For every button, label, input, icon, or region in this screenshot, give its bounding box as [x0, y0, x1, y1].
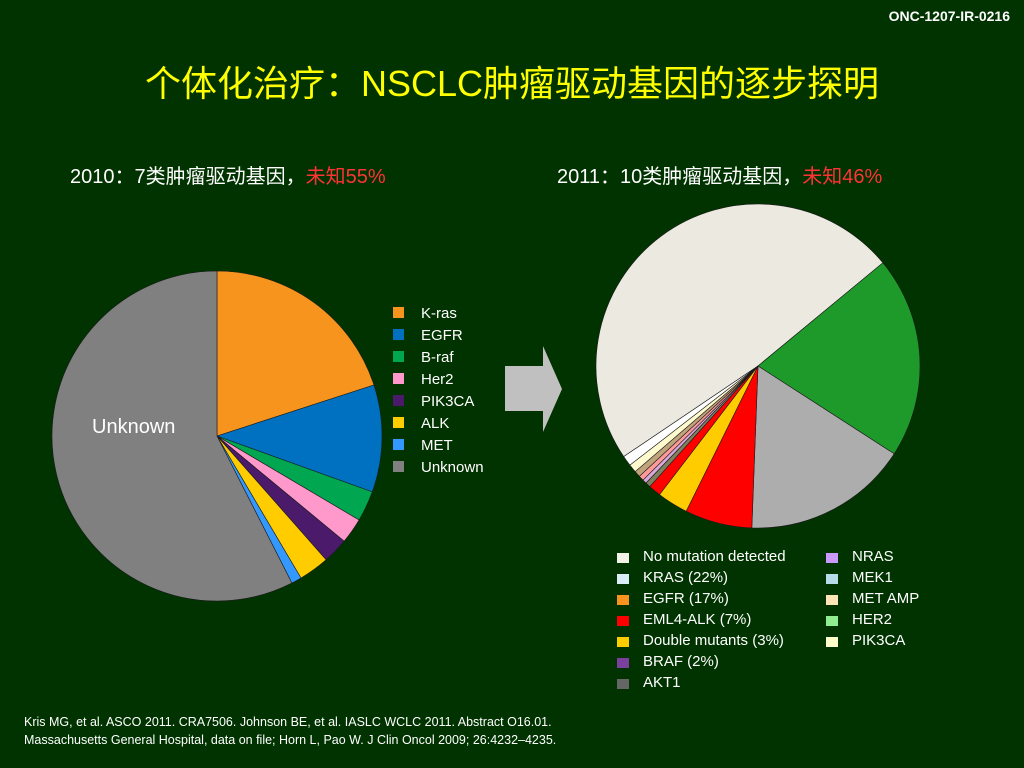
legend-swatch	[617, 595, 629, 605]
footnote-line-2: Massachusetts General Hospital, data on …	[24, 733, 557, 747]
legend-label: BRAF (2%)	[643, 653, 719, 670]
pie-slice-no-mutation-detected	[595, 203, 884, 458]
legend-label: EML4-ALK (7%)	[643, 611, 752, 628]
legend-label: B-raf	[421, 349, 454, 366]
legend-swatch	[826, 616, 838, 626]
legend-swatch	[393, 329, 404, 340]
legend-label: MEK1	[852, 569, 893, 586]
legend-label: K-ras	[421, 305, 457, 322]
left-subtitle-text: 2010：7类肿瘤驱动基因，	[70, 166, 306, 188]
legend-label: EGFR	[421, 327, 463, 344]
legend-label: MET	[421, 437, 453, 454]
legend-label: No mutation detected	[643, 548, 786, 565]
legend-swatch	[393, 395, 404, 406]
legend-swatch	[617, 574, 629, 584]
pie-slice-egfr	[216, 384, 383, 493]
pie-slice-unknown	[51, 270, 293, 602]
pie-chart-2010	[51, 270, 383, 602]
legend-label: MET AMP	[852, 590, 920, 607]
legend-label: KRAS (22%)	[643, 569, 729, 586]
unknown-slice-label: Unknown	[92, 416, 176, 438]
footnote: Kris MG, et al. ASCO 2011. CRA7506. John…	[24, 713, 556, 749]
legend-label: PIK3CA	[421, 393, 475, 410]
legend-label: PIK3CA	[852, 632, 906, 649]
legend-label: NRAS	[852, 548, 894, 565]
legend-swatch	[393, 417, 404, 428]
legend-swatch	[393, 307, 404, 318]
slide-title: 个体化治疗：NSCLC肿瘤驱动基因的逐步探明	[144, 63, 880, 104]
right-subtitle-highlight: 未知46%	[802, 166, 883, 188]
slide-code: ONC-1207-IR-0216	[888, 8, 1010, 24]
legend-swatch	[393, 351, 404, 362]
right-subtitle-text: 2011：10类肿瘤驱动基因，	[557, 166, 803, 188]
legend-label: EGFR (17%)	[643, 590, 729, 607]
pie-chart-2011	[595, 203, 921, 529]
footnote-line-1: Kris MG, et al. ASCO 2011. CRA7506. John…	[24, 715, 552, 729]
legend-swatch	[826, 595, 838, 605]
arrow-icon	[505, 346, 562, 432]
legend-label: Unknown	[421, 459, 484, 476]
legend-swatch	[393, 439, 404, 450]
pie-slice-kras-22	[757, 262, 921, 455]
pie-slice-pik3ca	[623, 365, 759, 466]
legend-swatch	[617, 553, 629, 563]
pie-slice-k-ras	[216, 270, 375, 437]
legend-label: Her2	[421, 371, 454, 388]
legend-label: HER2	[852, 611, 893, 628]
right-chart-subtitle: 2011：10类肿瘤驱动基因，未知46%	[557, 160, 882, 189]
legend-swatch	[826, 574, 838, 584]
left-subtitle-highlight: 未知55%	[305, 166, 386, 188]
legend-label: ALK	[421, 415, 450, 432]
pie-slice-egfr-17	[751, 365, 895, 529]
legend-swatch	[617, 658, 629, 668]
legend-swatch	[617, 679, 629, 689]
legend-swatch	[617, 616, 629, 626]
legend-swatch	[826, 553, 838, 563]
legend-swatch	[826, 637, 838, 647]
legend-label: Double mutants (3%)	[643, 632, 784, 649]
legend-swatch	[617, 637, 629, 647]
legend-label: AKT1	[643, 674, 681, 691]
legend-swatch	[393, 373, 404, 384]
left-chart-subtitle: 2010：7类肿瘤驱动基因，未知55%	[70, 160, 386, 189]
legend-swatch	[393, 461, 404, 472]
